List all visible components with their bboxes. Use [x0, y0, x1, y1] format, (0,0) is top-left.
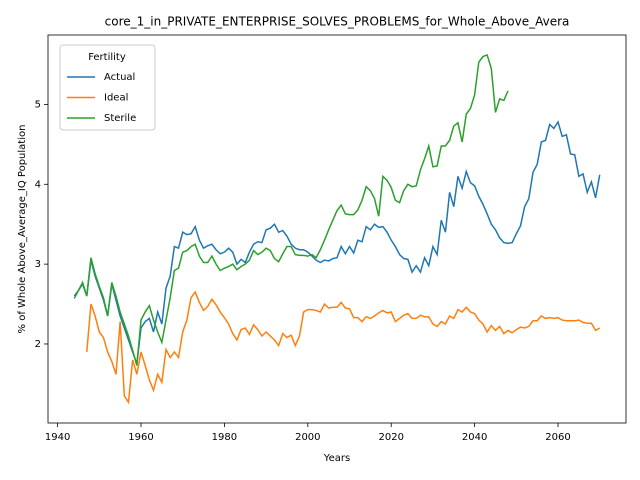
x-tick-label: 2000 [295, 432, 320, 443]
x-tick-label: 1940 [45, 432, 70, 443]
y-tick-label: 3 [35, 259, 41, 270]
chart-title: core_1_in_PRIVATE_ENTERPRISE_SOLVES_PROB… [105, 15, 570, 29]
x-tick-label: 2020 [378, 432, 403, 443]
y-axis-label: % of Whole Above_Average_IQ Population [17, 125, 28, 334]
x-tick-label: 1980 [212, 432, 237, 443]
x-axis-label: Years [323, 453, 350, 464]
y-tick-label: 2 [35, 339, 41, 350]
x-tick-label: 2040 [462, 432, 487, 443]
plot-frame [47, 34, 627, 424]
legend-title: Fertility [88, 52, 126, 63]
legend-label: Actual [104, 72, 135, 83]
legend-box [59, 44, 156, 131]
data-line [73, 120, 601, 365]
y-tick-label: 4 [35, 179, 41, 190]
x-tick-label: 2060 [545, 432, 570, 443]
y-tick-label: 5 [35, 99, 41, 110]
data-line [86, 290, 601, 405]
legend: Fertility Actual Ideal Sterile [59, 44, 156, 131]
data-line [73, 53, 509, 366]
x-tick-label: 1960 [128, 432, 153, 443]
legend-label: Sterile [104, 113, 136, 124]
legend-label: Ideal [104, 93, 128, 104]
